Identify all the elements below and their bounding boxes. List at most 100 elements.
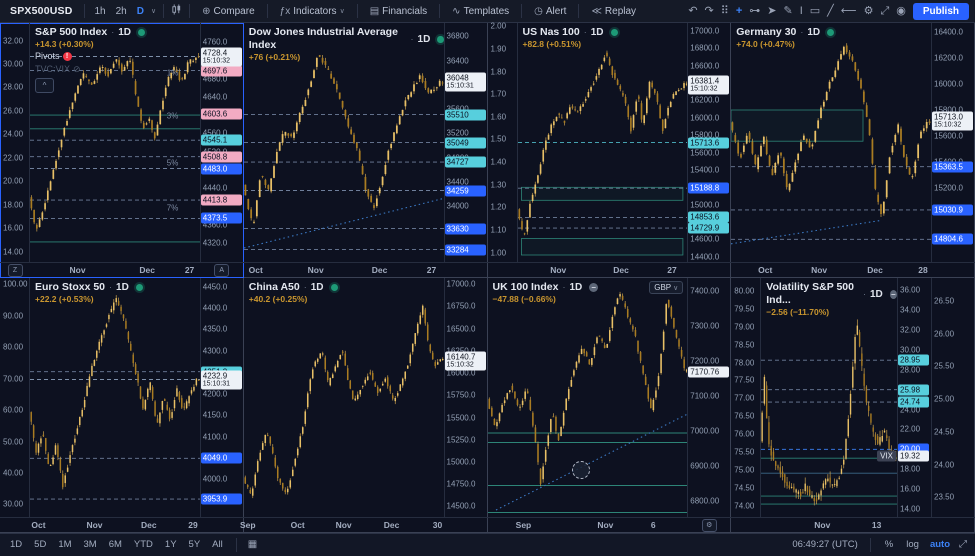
interval-label[interactable]: 1D xyxy=(118,27,131,38)
chart-panel-uk100[interactable]: UK 100 Index · 1D – −47.88 (−0.66%) GBP ∨ 7400.… xyxy=(487,278,732,533)
price-axis[interactable]: 16400.016200.016000.015800.015600.015400… xyxy=(931,23,975,262)
chart-plot-area[interactable]: US Nas 100 · 1D +82.8 (+0.51%) xyxy=(517,23,688,262)
price-axis-left[interactable]: 80.00 79.50 79.00 78.50 78.00 77.50 77.00 76.50… xyxy=(731,278,761,517)
range-5y-button[interactable]: 5Y xyxy=(188,539,201,550)
indicator-row[interactable]: TVC:VIX ⊘ xyxy=(35,63,145,76)
range-ytd-button[interactable]: YTD xyxy=(133,539,153,550)
calendar-icon[interactable]: ▦ xyxy=(247,539,258,550)
financials-button[interactable]: ▤ Financials xyxy=(369,5,428,17)
interval-label[interactable]: 1D xyxy=(116,282,129,293)
text-tool-icon[interactable]: I xyxy=(799,4,803,17)
chart-plot-area[interactable]: Dow Jones Industrial Average Index · 1D +76… xyxy=(243,23,444,262)
range-6m-button[interactable]: 6M xyxy=(108,539,122,550)
redo-icon[interactable]: ↷ xyxy=(704,4,714,17)
chevron-down-icon[interactable]: ∨ xyxy=(150,8,157,15)
symbol-name[interactable]: US Nas 100 xyxy=(522,26,580,38)
chart-plot-area[interactable]: Volatility S&P 500 Ind... · 1D – −2.56 (−11.… xyxy=(761,278,897,517)
price-axis[interactable]: 3680036400356003520034800344003400035510… xyxy=(444,23,488,262)
symbol-name[interactable]: Dow Jones Industrial Average Index xyxy=(248,26,398,51)
camera-snapshot-icon[interactable]: ◉ xyxy=(896,4,906,17)
clock-utc-label[interactable]: 06:49:27 (UTC) xyxy=(792,539,858,550)
price-axis-left[interactable]: 100.00 90.00 80.00 70.00 60.00 50.00 40.00 30.0… xyxy=(0,278,30,517)
range-5d-button[interactable]: 5D xyxy=(34,539,47,550)
range-3m-button[interactable]: 3M xyxy=(83,539,97,550)
compare-button[interactable]: ⊕ Compare xyxy=(202,5,255,17)
replay-button[interactable]: ≪ Replay xyxy=(591,5,637,17)
time-axis[interactable]: Z Nov Dec 27 A xyxy=(0,262,244,278)
symbol-name[interactable]: S&P 500 Index xyxy=(35,26,108,38)
price-axis-left[interactable]: 32.00 30.00 28.00 26.00 24.00 22.00 20.00 18.00… xyxy=(0,23,30,262)
price-axis[interactable]: 4760.04680.04640.04560.04520.04440.04360… xyxy=(200,23,244,262)
indicator-row[interactable]: Pivots! xyxy=(35,50,145,63)
price-axis-mid[interactable]: 36.00 34.00 32.00 30.00 28.00 24.00 22.00 18.00… xyxy=(877,278,931,517)
chart-panel-vix[interactable]: 80.00 79.50 79.00 78.50 78.00 77.50 77.00 76.50… xyxy=(731,278,975,533)
time-axis[interactable]: Sep Nov 6 ⚙ xyxy=(488,517,732,533)
price-axis[interactable]: 17000.0 16750.0 16500.0 16250.0 16000.0 15750… xyxy=(444,278,488,517)
range-1d-button[interactable]: 1D xyxy=(10,539,23,550)
arrow-tool-icon[interactable]: ⟵ xyxy=(840,4,857,17)
price-axis[interactable]: 7400.00 7300.00 7200.00 7100.00 7000.00 6900.… xyxy=(687,278,731,517)
time-axis[interactable]: Nov Dec 27 xyxy=(488,262,732,278)
interval-1h-button[interactable]: 1h xyxy=(94,5,106,17)
price-axis[interactable]: 26.50 26.00 25.50 25.00 24.50 24.00 23.50 xyxy=(931,278,975,517)
eye-hidden-icon[interactable]: ⊘ xyxy=(73,64,81,74)
chart-style-icon[interactable] xyxy=(171,4,182,18)
currency-dropdown-button[interactable]: GBP ∨ xyxy=(649,281,684,294)
chart-plot-area[interactable]: Germany 30 · 1D +74.0 (+0.47%) xyxy=(731,23,931,262)
drag-handle-icon[interactable]: ⠿ xyxy=(720,4,729,17)
interval-label[interactable]: 1D xyxy=(869,288,883,300)
symbol-name[interactable]: Euro Stoxx 50 xyxy=(35,281,106,293)
chart-panel-germany30[interactable]: Germany 30 · 1D +74.0 (+0.47%) 16400.0 16200.… xyxy=(731,23,975,278)
cursor-icon[interactable]: ➤ xyxy=(767,4,777,17)
time-axis[interactable]: Oct Nov Dec 27 xyxy=(244,262,488,278)
chart-panel-sp500[interactable]: 32.00 30.00 28.00 26.00 24.00 22.00 20.00 18.00… xyxy=(0,23,244,278)
price-axis-left[interactable]: 2.00 1.90 1.80 1.70 1.60 1.50 1.40 1.30 1.20 1.10… xyxy=(488,22,518,262)
time-axis[interactable]: Oct Nov Dec 29 xyxy=(0,517,244,533)
chart-plot-area[interactable]: 1% 3% 5% 7% S&P 500 Index · 1D +14.3 (+0.30%) Pi… xyxy=(30,23,200,262)
crosshair-icon[interactable]: + xyxy=(735,4,743,17)
trendline-tool-icon[interactable]: ╱ xyxy=(827,4,834,17)
templates-button[interactable]: ∿ Templates xyxy=(452,5,510,17)
symbol-name[interactable]: Germany 30 xyxy=(736,26,797,38)
auto-scale-button[interactable]: auto xyxy=(929,539,950,550)
time-axis[interactable]: Nov 13 xyxy=(731,517,975,533)
time-axis[interactable]: Oct Nov Dec 28 xyxy=(731,262,975,278)
symbol-name[interactable]: China A50 xyxy=(248,281,300,293)
symbol-search-button[interactable]: SPX500USD xyxy=(10,5,73,17)
chart-plot-area[interactable]: Euro Stoxx 50 · 1D +22.2 (+0.53%) xyxy=(30,278,200,517)
maximize-icon[interactable]: ⤢ xyxy=(959,539,967,550)
brush-icon[interactable]: ✎ xyxy=(783,4,793,17)
range-1y-button[interactable]: 1Y xyxy=(164,539,177,550)
chart-panel-eurostoxx50[interactable]: 100.00 90.00 80.00 70.00 60.00 50.00 40.00 30.0… xyxy=(0,278,244,533)
publish-button[interactable]: Publish xyxy=(912,2,969,20)
symbol-name[interactable]: Volatility S&P 500 Ind... xyxy=(766,281,854,306)
interval-label[interactable]: 1D xyxy=(417,33,431,45)
dot-line-tool-icon[interactable]: ⊶ xyxy=(749,4,761,17)
undo-icon[interactable]: ↶ xyxy=(688,4,698,17)
symbol-name[interactable]: UK 100 Index xyxy=(492,281,559,293)
fullscreen-icon[interactable]: ⤢ xyxy=(880,4,890,17)
interval-label[interactable]: 1D xyxy=(569,282,583,293)
price-axis[interactable]: 4450.0 4400.0 4350.0 4300.0 4200.0 4150.0 4100… xyxy=(200,278,244,517)
time-axis[interactable]: Sep Oct Nov Dec 30 xyxy=(240,517,488,533)
alert-button[interactable]: ◷ Alert xyxy=(534,5,567,17)
range-1m-button[interactable]: 1M xyxy=(58,539,72,550)
chart-panel-nasdaq[interactable]: 2.00 1.90 1.80 1.70 1.60 1.50 1.40 1.30 1.20 1.10… xyxy=(487,22,732,278)
settings-gear-icon[interactable]: ⚙ xyxy=(863,4,874,17)
range-all-button[interactable]: All xyxy=(212,539,223,550)
interval-1d-button[interactable]: D xyxy=(136,5,144,17)
chart-panel-dowjones[interactable]: Dow Jones Industrial Average Index · 1D +76… xyxy=(243,23,488,278)
chart-plot-area[interactable]: UK 100 Index · 1D – −47.88 (−0.66%) GBP ∨ xyxy=(487,278,688,517)
percent-scale-button[interactable]: % xyxy=(884,539,894,550)
interval-2h-button[interactable]: 2h xyxy=(115,5,127,17)
log-scale-button[interactable]: log xyxy=(906,539,919,550)
chart-panel-chinaa50[interactable]: China A50 · 1D +40.2 (+0.25%) 17000.0 16750.0… xyxy=(240,278,488,533)
price-axis[interactable]: 17000.0 16800.0 16600.0 16200.0 16000.0 15800… xyxy=(687,23,731,262)
interval-label[interactable]: 1D xyxy=(590,27,604,38)
interval-label[interactable]: 1D xyxy=(310,282,324,293)
zoom-reset-button[interactable]: Z xyxy=(7,263,23,277)
chart-plot-area[interactable]: China A50 · 1D +40.2 (+0.25%) xyxy=(244,278,444,517)
collapse-legend-button[interactable]: ^ xyxy=(35,78,54,93)
axis-settings-gear-icon[interactable]: ⚙ xyxy=(701,518,717,532)
interval-label[interactable]: 1D xyxy=(807,27,821,38)
